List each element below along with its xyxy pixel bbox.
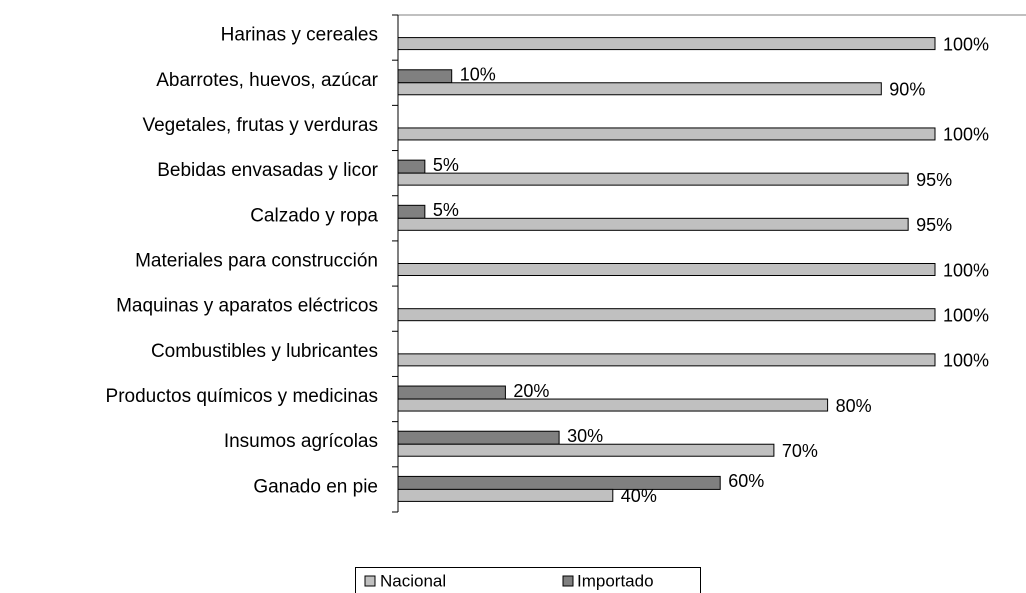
bar xyxy=(397,172,909,186)
value-label: 5% xyxy=(433,155,459,175)
y-tick-label: Bebidas envasadas y licor xyxy=(157,160,378,181)
y-tick-label: Combustibles y lubricantes xyxy=(151,341,378,362)
value-label: 60% xyxy=(728,471,764,491)
value-label: 100% xyxy=(943,305,989,325)
bar xyxy=(397,82,882,96)
value-label: 100% xyxy=(943,34,989,54)
bar xyxy=(397,430,560,445)
value-label: 5% xyxy=(433,200,459,220)
bar xyxy=(397,475,721,490)
y-tick-label: Materiales para construcción xyxy=(135,251,378,272)
bar xyxy=(397,37,936,51)
y-tick-label: Vegetales, frutas y verduras xyxy=(142,115,378,136)
bar xyxy=(397,263,936,276)
bar xyxy=(397,308,936,322)
bar xyxy=(397,385,506,400)
value-label: 100% xyxy=(943,125,989,145)
value-label: 70% xyxy=(782,441,818,461)
bar xyxy=(397,127,936,141)
legend-label: Importado xyxy=(577,571,654,590)
value-label: 80% xyxy=(836,396,872,416)
bar xyxy=(397,69,453,84)
value-label: 100% xyxy=(943,260,989,280)
bar xyxy=(397,398,829,412)
bar xyxy=(397,204,426,219)
bar xyxy=(397,488,614,502)
bar xyxy=(397,443,775,457)
bar xyxy=(397,353,936,367)
y-tick-label: Productos químicos y medicinas xyxy=(106,386,378,407)
value-label: 100% xyxy=(943,351,989,371)
y-tick-label: Maquinas y aparatos eléctricos xyxy=(116,296,378,317)
legend-label: Nacional xyxy=(380,571,446,590)
y-tick-label: Insumos agrícolas xyxy=(224,431,378,452)
value-label: 10% xyxy=(460,65,496,85)
bar xyxy=(397,159,426,174)
value-label: 40% xyxy=(621,486,657,506)
legend-swatch xyxy=(562,575,574,587)
y-tick-label: Harinas y cereales xyxy=(221,25,378,46)
value-label: 30% xyxy=(567,426,603,446)
value-label: 20% xyxy=(513,381,549,401)
value-label: 90% xyxy=(889,80,925,100)
bar xyxy=(397,217,909,231)
y-tick-label: Calzado y ropa xyxy=(250,205,378,226)
value-label: 95% xyxy=(916,170,952,190)
y-tick-label: Abarrotes, huevos, azúcar xyxy=(156,70,378,91)
y-tick-label: Ganado en pie xyxy=(253,476,378,497)
value-label: 95% xyxy=(916,215,952,235)
legend-swatch xyxy=(364,575,376,587)
legend-box xyxy=(355,567,701,593)
